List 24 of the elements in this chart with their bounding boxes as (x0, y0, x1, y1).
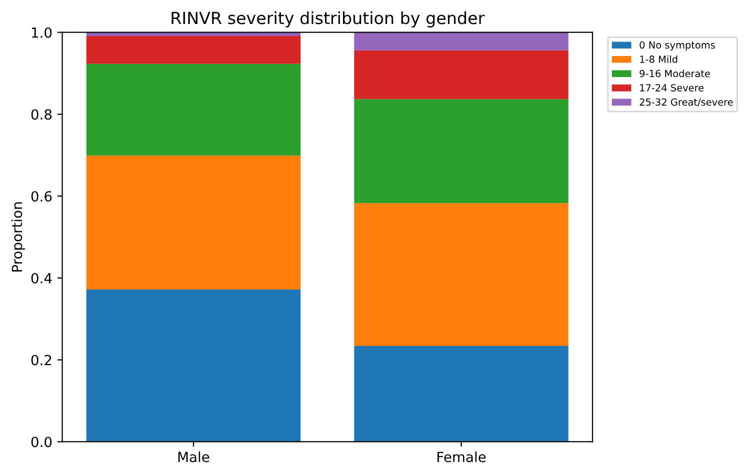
x-tick-label: Female (438, 451, 486, 462)
y-tick-label: 1.0 (32, 27, 52, 38)
bar (354, 346, 568, 442)
y-tick-label: 0.2 (31, 354, 52, 366)
bar (354, 203, 568, 346)
bar (86, 289, 301, 442)
legend-label: 0 No symptoms (640, 41, 715, 51)
legend-label: 25-32 Great/severe (640, 98, 733, 106)
legend-label: 17-24 Severe (640, 84, 704, 92)
legend-label: 9-16 Moderate (640, 70, 710, 78)
bar (354, 99, 568, 204)
y-axis-title: Proportion (11, 202, 25, 272)
y-tick-label: 0.0 (31, 436, 52, 448)
y-tick-label: 0.8 (31, 109, 52, 120)
y-tick-label: 0.4 (31, 272, 52, 284)
bar (86, 64, 301, 156)
y-tick-label: 0.6 (31, 191, 52, 202)
bar (86, 36, 301, 64)
bar (354, 50, 568, 100)
chart-title: RINVR severity distribution by gender (172, 11, 485, 28)
bar (354, 32, 568, 50)
bar (86, 156, 301, 290)
x-tick-label: Male (178, 451, 210, 462)
legend-label: 1-8 Mild (640, 55, 678, 63)
